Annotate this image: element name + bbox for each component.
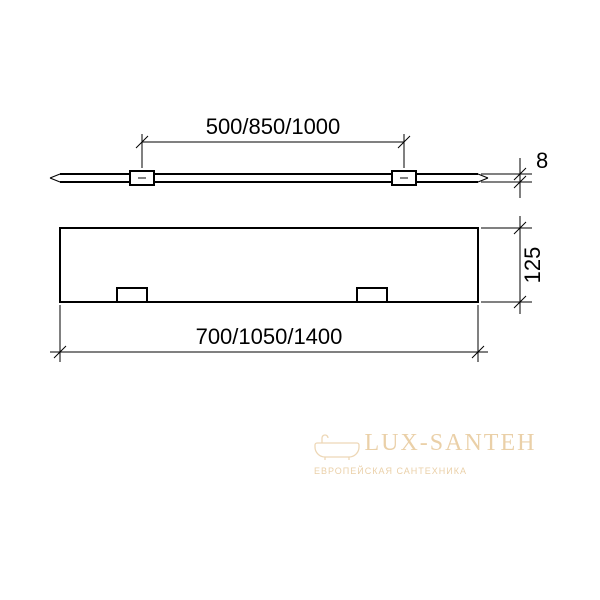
svg-text:700/1050/1400: 700/1050/1400 bbox=[196, 324, 343, 349]
technical-drawing: 500/850/1000 8 125 700/1050/1400 bbox=[0, 0, 600, 600]
svg-text:125: 125 bbox=[520, 247, 545, 284]
svg-text:8: 8 bbox=[536, 148, 548, 173]
svg-text:500/850/1000: 500/850/1000 bbox=[206, 114, 341, 139]
